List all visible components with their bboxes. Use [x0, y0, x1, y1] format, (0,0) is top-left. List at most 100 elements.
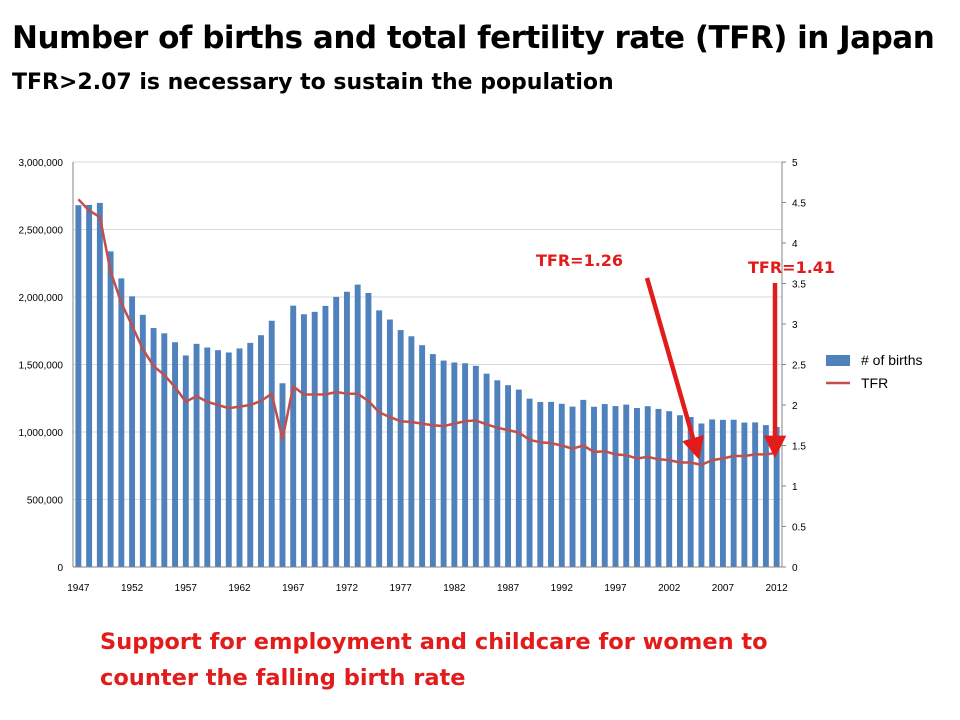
births-bars [75, 202, 780, 567]
births-bar-1955 [161, 333, 168, 567]
x-tick-label-1977: 1977 [390, 583, 413, 594]
y-right-tick-label: 4.5 [792, 199, 806, 210]
births-bar-2001 [655, 408, 662, 567]
births-bar-2002 [666, 411, 673, 567]
y-right-tick-label: 2 [792, 401, 798, 412]
births-bar-1960 [215, 350, 221, 567]
annotation-tfr-1-26: TFR=1.26 [536, 251, 623, 270]
births-bar-1970 [322, 305, 329, 567]
x-tick-label-1987: 1987 [497, 583, 520, 594]
tfr-series [77, 198, 777, 467]
x-tick-label-2012: 2012 [766, 583, 789, 594]
births-bar-1948 [86, 204, 93, 567]
births-bar-2011 [762, 425, 769, 567]
births-bar-2012 [773, 427, 780, 567]
births-bar-1964 [258, 335, 264, 567]
births-bar-1990 [537, 402, 544, 567]
y-right-tick-label: 1.5 [792, 442, 806, 453]
births-bar-1986 [494, 380, 501, 567]
births-bar-2007 [719, 419, 726, 567]
births-bar-2008 [730, 419, 737, 567]
births-bar-1981 [440, 360, 447, 567]
births-bar-1949 [96, 202, 103, 567]
annotations: TFR=1.26 TFR=1.41 [536, 251, 835, 460]
births-bar-1954 [150, 328, 157, 567]
births-bar-1978 [408, 336, 415, 567]
births-bar-1966 [279, 383, 286, 567]
y-left-tick-label: 2,500,000 [19, 226, 64, 237]
y-right-tick-label: 3 [792, 320, 798, 331]
x-tick-label-1947: 1947 [67, 583, 90, 594]
births-bar-1953 [139, 314, 146, 567]
births-bar-1947 [75, 205, 82, 567]
births-bar-1963 [247, 342, 254, 567]
births-bar-1997 [612, 406, 619, 567]
x-tick-label-1992: 1992 [551, 583, 574, 594]
x-tick-label-1997: 1997 [604, 583, 627, 594]
births-bar-1993 [569, 406, 576, 567]
x-tick-label-1962: 1962 [228, 583, 251, 594]
y-right-tick-label: 3.5 [792, 280, 806, 291]
tfr-line [77, 198, 777, 467]
y-left-tick-label: 1,000,000 [19, 428, 64, 439]
y-left-tick-label: 500,000 [27, 496, 64, 507]
births-bar-1995 [591, 406, 597, 567]
births-bar-1980 [429, 354, 436, 567]
births-bar-2009 [741, 422, 748, 567]
births-bar-1998 [623, 404, 630, 567]
births-bar-1985 [483, 373, 490, 567]
y-right-tick-label: 1 [792, 482, 798, 493]
births-bar-1979 [419, 345, 426, 567]
births-bar-1976 [386, 319, 393, 567]
births-tfr-chart: 0 500,000 1,000,000 1,500,000 2,000,000 2,500… [19, 158, 923, 594]
y-left-tick-label: 0 [57, 563, 63, 574]
births-bar-1984 [472, 365, 479, 567]
page-subtitle: TFR>2.07 is necessary to sustain the pop… [12, 70, 614, 95]
y-right-tick-label: 2.5 [792, 361, 806, 372]
births-bar-1957 [182, 355, 189, 567]
births-bar-2004 [687, 417, 694, 567]
births-bar-1994 [580, 399, 587, 567]
births-bar-1973 [354, 284, 361, 567]
births-bar-1961 [225, 352, 232, 567]
page-title: Number of births and total fertility rat… [12, 20, 935, 56]
births-bar-1996 [601, 404, 608, 567]
births-bar-1971 [333, 296, 340, 567]
births-bar-1959 [204, 347, 211, 567]
births-bar-1967 [290, 305, 297, 567]
y-right-tick-label: 4 [792, 239, 798, 250]
births-bar-1965 [268, 320, 275, 567]
births-bar-1999 [634, 407, 640, 567]
legend-swatch-births [826, 355, 850, 366]
x-tick-label-1972: 1972 [336, 583, 359, 594]
births-bar-1951 [118, 278, 125, 567]
births-bar-2005 [698, 423, 705, 567]
y-left-tick-label: 1,500,000 [19, 361, 64, 372]
births-bar-1992 [558, 403, 565, 567]
chart-legend: # of births TFR [826, 352, 922, 391]
x-tick-label-1952: 1952 [121, 583, 144, 594]
births-bar-1991 [548, 401, 554, 567]
births-bar-1962 [236, 348, 243, 567]
y-right-tick-label: 0.5 [792, 523, 806, 534]
births-bar-1983 [462, 363, 469, 567]
annotation-arrow-2005 [644, 277, 704, 460]
births-bar-1968 [301, 314, 307, 567]
births-bar-1956 [172, 342, 179, 567]
births-bar-1989 [526, 398, 533, 567]
axes: 0 500,000 1,000,000 1,500,000 2,000,000 2,500… [19, 158, 807, 594]
x-tick-label-1982: 1982 [443, 583, 466, 594]
births-bar-1988 [515, 389, 522, 567]
births-bar-1987 [505, 385, 512, 567]
legend-label-tfr: TFR [861, 375, 888, 391]
births-bar-1982 [451, 362, 458, 567]
births-bar-1975 [376, 310, 383, 567]
births-bar-1950 [107, 251, 114, 567]
births-bar-2006 [709, 419, 716, 567]
gridlines [73, 161, 782, 500]
births-bar-1969 [311, 311, 318, 567]
births-bar-1974 [365, 292, 372, 567]
footer-note: Support for employment and childcare for… [100, 624, 768, 696]
y-right-tick-label: 0 [792, 563, 798, 574]
births-bar-1958 [193, 343, 200, 567]
